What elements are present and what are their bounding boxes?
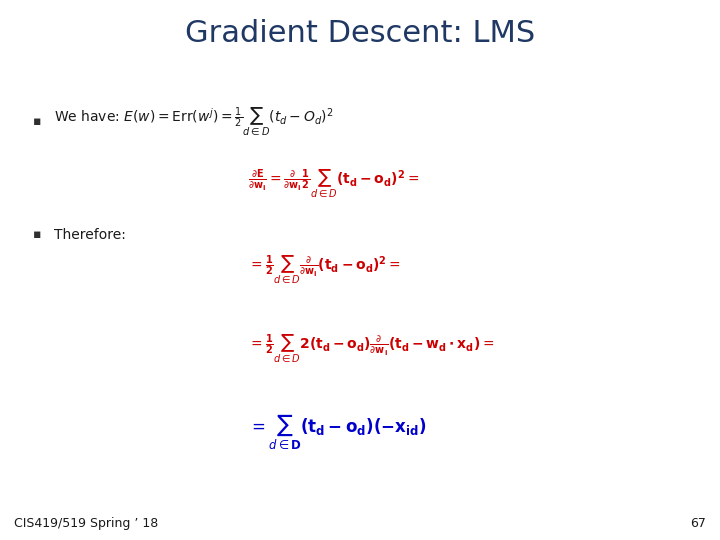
Text: ▪: ▪ bbox=[32, 115, 41, 128]
Text: We have: $E(w) = \mathrm{Err}(w^j) = \frac{1}{2}\sum_{d \in D}(t_d - O_d)^2$: We have: $E(w) = \mathrm{Err}(w^j) = \fr… bbox=[54, 105, 333, 138]
Text: $\frac{\partial \mathbf{E}}{\partial \mathbf{w_i}} = \frac{\partial}{\partial \m: $\frac{\partial \mathbf{E}}{\partial \ma… bbox=[248, 167, 420, 200]
Text: ▪: ▪ bbox=[32, 228, 41, 241]
Text: Therefore:: Therefore: bbox=[54, 228, 126, 242]
Text: CIS419/519 Spring ’ 18: CIS419/519 Spring ’ 18 bbox=[14, 517, 158, 530]
Text: $= \frac{\mathbf{1}}{\mathbf{2}} \sum_{d \in D} \mathbf{2(t_d - o_d)} \frac{\par: $= \frac{\mathbf{1}}{\mathbf{2}} \sum_{d… bbox=[248, 332, 495, 365]
Text: $= \sum_{d \in \mathbf{D}} \mathbf{(t_d - o_d)(-x_{id})}$: $= \sum_{d \in \mathbf{D}} \mathbf{(t_d … bbox=[248, 413, 427, 451]
Text: $= \frac{\mathbf{1}}{\mathbf{2}} \sum_{d \in D} \frac{\partial}{\partial \mathbf: $= \frac{\mathbf{1}}{\mathbf{2}} \sum_{d… bbox=[248, 254, 401, 286]
Text: 67: 67 bbox=[690, 517, 706, 530]
Text: Gradient Descent: LMS: Gradient Descent: LMS bbox=[185, 19, 535, 48]
